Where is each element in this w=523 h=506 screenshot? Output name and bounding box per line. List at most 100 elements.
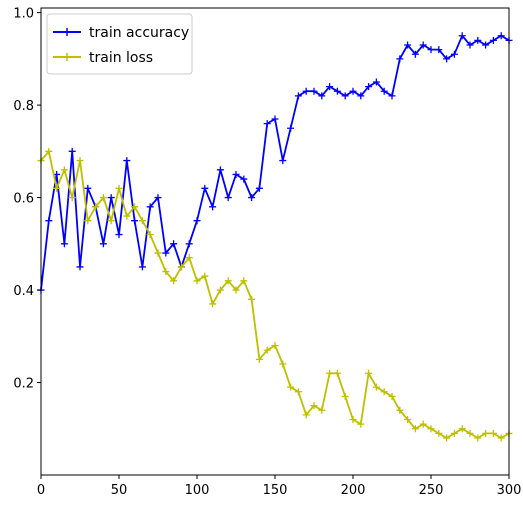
point-train-loss-15 bbox=[154, 249, 162, 257]
point-train-accuracy-19 bbox=[185, 240, 193, 248]
point-train-accuracy-3 bbox=[60, 240, 68, 248]
point-train-accuracy-56 bbox=[474, 36, 482, 44]
point-train-loss-46 bbox=[396, 406, 404, 414]
point-train-loss-19 bbox=[185, 254, 193, 262]
x-tick-label-1: 50 bbox=[111, 483, 128, 498]
point-train-accuracy-35 bbox=[310, 87, 318, 95]
point-train-accuracy-39 bbox=[341, 92, 349, 100]
point-train-accuracy-48 bbox=[411, 50, 419, 58]
point-train-accuracy-46 bbox=[396, 55, 404, 63]
point-train-loss-44 bbox=[380, 388, 388, 396]
point-train-loss-8 bbox=[99, 194, 107, 202]
point-train-loss-25 bbox=[232, 286, 240, 294]
point-train-loss-40 bbox=[349, 416, 357, 424]
point-train-accuracy-36 bbox=[318, 92, 326, 100]
point-train-accuracy-44 bbox=[380, 87, 388, 95]
point-train-loss-49 bbox=[419, 420, 427, 428]
point-train-accuracy-26 bbox=[240, 175, 248, 183]
point-train-loss-35 bbox=[310, 402, 318, 410]
point-train-accuracy-33 bbox=[294, 92, 302, 100]
point-train-accuracy-53 bbox=[450, 50, 458, 58]
point-train-loss-13 bbox=[138, 217, 146, 225]
point-train-loss-34 bbox=[302, 411, 310, 419]
point-train-loss-37 bbox=[326, 369, 334, 377]
point-train-accuracy-28 bbox=[255, 184, 263, 192]
point-train-accuracy-14 bbox=[146, 203, 154, 211]
x-tick-label-6: 300 bbox=[497, 483, 522, 498]
point-train-accuracy-54 bbox=[458, 32, 466, 40]
point-train-loss-24 bbox=[224, 277, 232, 285]
point-train-loss-11 bbox=[123, 212, 131, 220]
point-train-accuracy-20 bbox=[193, 217, 201, 225]
x-tick-label-4: 200 bbox=[341, 483, 366, 498]
point-train-loss-12 bbox=[131, 203, 139, 211]
point-train-accuracy-50 bbox=[427, 46, 435, 54]
point-train-loss-14 bbox=[146, 231, 154, 239]
legend-marker-train-accuracy bbox=[63, 28, 71, 36]
point-train-accuracy-1 bbox=[45, 217, 53, 225]
point-train-loss-21 bbox=[201, 272, 209, 280]
x-tick-label-2: 100 bbox=[185, 483, 210, 498]
point-train-loss-53 bbox=[450, 429, 458, 437]
point-train-accuracy-57 bbox=[482, 41, 490, 49]
legend-label-train-loss: train loss bbox=[89, 50, 153, 66]
point-train-loss-10 bbox=[115, 184, 123, 192]
x-tick-label-5: 250 bbox=[419, 483, 444, 498]
y-tick-label-0: 0.2 bbox=[13, 377, 34, 392]
point-train-accuracy-41 bbox=[357, 92, 365, 100]
point-train-accuracy-22 bbox=[209, 203, 217, 211]
point-train-accuracy-49 bbox=[419, 41, 427, 49]
point-train-accuracy-52 bbox=[443, 55, 451, 63]
point-train-loss-42 bbox=[365, 369, 373, 377]
point-train-loss-43 bbox=[372, 383, 380, 391]
y-tick-label-3: 0.8 bbox=[13, 99, 34, 114]
y-tick-label-1: 0.4 bbox=[13, 284, 34, 299]
point-train-accuracy-21 bbox=[201, 184, 209, 192]
point-train-loss-59 bbox=[497, 434, 505, 442]
point-train-accuracy-24 bbox=[224, 194, 232, 202]
point-train-loss-47 bbox=[404, 416, 412, 424]
y-tick-label-4: 1.0 bbox=[13, 7, 34, 22]
point-train-loss-57 bbox=[482, 429, 490, 437]
point-train-accuracy-32 bbox=[287, 124, 295, 132]
point-train-loss-6 bbox=[84, 217, 92, 225]
legend: train accuracy train loss bbox=[46, 13, 193, 75]
point-train-accuracy-17 bbox=[170, 240, 178, 248]
point-train-loss-27 bbox=[248, 295, 256, 303]
point-train-accuracy-59 bbox=[497, 32, 505, 40]
point-train-loss-33 bbox=[294, 388, 302, 396]
point-train-accuracy-43 bbox=[372, 78, 380, 86]
point-train-loss-9 bbox=[107, 217, 115, 225]
point-train-accuracy-12 bbox=[131, 217, 139, 225]
point-train-accuracy-10 bbox=[115, 231, 123, 239]
point-train-accuracy-15 bbox=[154, 194, 162, 202]
point-train-accuracy-6 bbox=[84, 184, 92, 192]
point-train-accuracy-4 bbox=[68, 147, 76, 155]
point-train-accuracy-11 bbox=[123, 157, 131, 165]
point-train-accuracy-27 bbox=[248, 194, 256, 202]
point-train-loss-5 bbox=[76, 157, 84, 165]
x-tick-label-3: 150 bbox=[263, 483, 288, 498]
series-layer bbox=[37, 32, 513, 442]
point-train-loss-36 bbox=[318, 406, 326, 414]
point-train-accuracy-47 bbox=[404, 41, 412, 49]
point-train-accuracy-45 bbox=[388, 92, 396, 100]
point-train-loss-54 bbox=[458, 425, 466, 433]
point-train-accuracy-29 bbox=[263, 120, 271, 128]
point-train-loss-2 bbox=[53, 184, 61, 192]
point-train-accuracy-55 bbox=[466, 41, 474, 49]
point-train-accuracy-31 bbox=[279, 157, 287, 165]
point-train-accuracy-25 bbox=[232, 170, 240, 178]
legend-box bbox=[46, 13, 193, 75]
point-train-loss-28 bbox=[255, 355, 263, 363]
y-tick-label-2: 0.6 bbox=[13, 192, 34, 207]
point-train-loss-38 bbox=[333, 369, 341, 377]
point-train-loss-29 bbox=[263, 346, 271, 354]
point-train-loss-39 bbox=[341, 392, 349, 400]
point-train-loss-22 bbox=[209, 300, 217, 308]
point-train-loss-48 bbox=[411, 425, 419, 433]
point-train-loss-26 bbox=[240, 277, 248, 285]
point-train-loss-55 bbox=[466, 429, 474, 437]
